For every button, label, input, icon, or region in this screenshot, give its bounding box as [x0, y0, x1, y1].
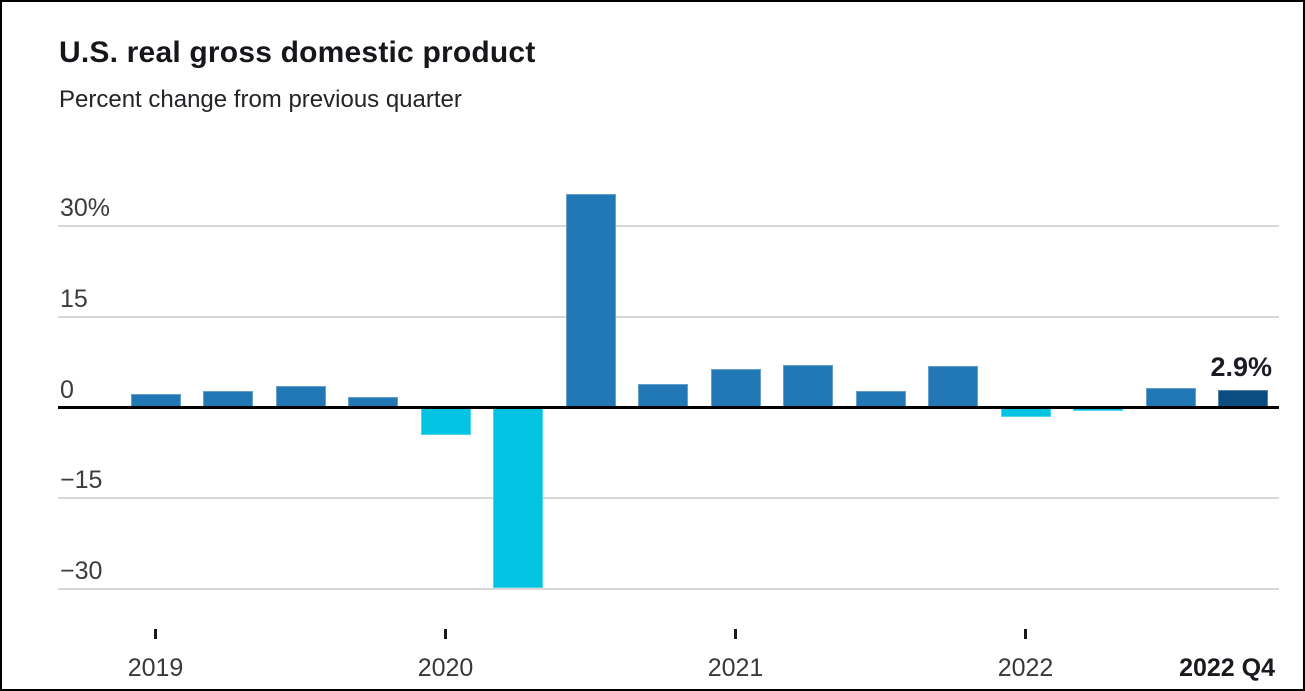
x-tick-2022	[1024, 629, 1027, 639]
zero-line	[58, 406, 1279, 409]
x-axis-label-2022: 2022	[997, 654, 1054, 682]
chart-title: U.S. real gross domestic product	[59, 36, 536, 69]
bar-2022-q1	[1000, 407, 1051, 418]
bar-2021-q4	[928, 365, 978, 408]
latest-value-annotation: 2.9%	[1210, 352, 1272, 382]
bar-2020-q2	[493, 407, 543, 589]
bar-2021-q2	[783, 365, 833, 408]
bar-2022-q2	[1073, 407, 1123, 412]
x-axis-label-2021: 2021	[707, 654, 764, 682]
bar-2019-q3	[275, 385, 326, 408]
bar-2021-q3	[855, 391, 906, 408]
gridline-15	[58, 315, 1279, 318]
gridline-30	[58, 225, 1279, 227]
y-axis-label-0: 0	[60, 375, 74, 404]
gridline-neg30	[58, 588, 1279, 590]
x-tick-2019	[154, 629, 157, 639]
x-axis-label-2020: 2020	[417, 654, 474, 682]
bar-2020-q4	[638, 383, 688, 408]
bar-2020-q1	[420, 407, 471, 436]
bar-2022-q4	[1218, 389, 1268, 408]
x-tick-2021	[734, 629, 737, 639]
x-axis-label-2019: 2019	[127, 654, 184, 682]
bar-2019-q1	[130, 394, 181, 408]
bar-2022-q3	[1145, 388, 1196, 408]
x-axis-end-label: 2022 Q4	[1179, 654, 1275, 682]
bar-2021-q1	[710, 369, 761, 408]
x-tick-2020	[444, 629, 447, 639]
bar-2020-q3	[565, 193, 616, 408]
bar-2019-q2	[203, 391, 253, 408]
gridline-neg15	[58, 497, 1279, 500]
y-axis-label-neg15: −15	[60, 466, 103, 495]
y-axis-label-neg30: −30	[60, 557, 103, 585]
y-axis-label-30: 30%	[60, 194, 111, 222]
y-axis-label-15: 15	[60, 284, 88, 313]
chart-subtitle: Percent change from previous quarter	[59, 86, 462, 113]
bar-2019-q4	[348, 396, 398, 408]
